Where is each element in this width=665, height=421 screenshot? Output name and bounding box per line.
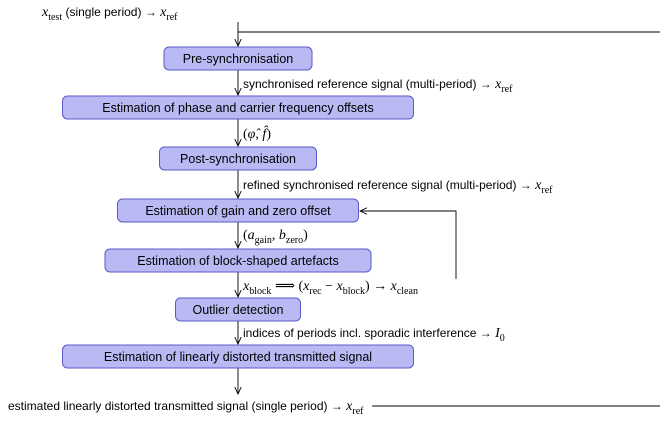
edge-label-part: ( xyxy=(243,228,248,243)
edge-label: xblock ⟹ (xrec − xblock) → xclean xyxy=(242,279,418,297)
edge-label-part: synchronised reference signal (multi-per… xyxy=(243,77,495,91)
edge-label-part: x xyxy=(302,279,310,294)
process-label: Outlier detection xyxy=(192,303,283,317)
edge-label-part: rec xyxy=(309,286,322,297)
edge-label: synchronised reference signal (multi-per… xyxy=(243,77,513,95)
output-label: estimated linearly distorted transmitted… xyxy=(8,399,364,417)
edge-label-part: gain xyxy=(255,235,272,246)
edge-label-part: clean xyxy=(397,286,418,297)
process-box xyxy=(175,297,301,322)
edge-label-part: , xyxy=(255,127,262,142)
edge-label-part: ) xyxy=(303,228,308,243)
edge-label-part: x xyxy=(534,178,542,193)
process-box xyxy=(117,198,359,223)
process-label: Estimation of gain and zero offset xyxy=(145,204,331,218)
input-label: xtest (single period) → xref xyxy=(41,5,178,23)
edge-label-part: refined synchronised reference signal (m… xyxy=(243,178,535,192)
edge-label-part: ( xyxy=(243,127,248,142)
process-box xyxy=(159,146,317,171)
input-label-part: (single period) → xyxy=(62,5,160,19)
input-label-part: ref xyxy=(166,12,178,23)
process-label: Estimation of linearly distorted transmi… xyxy=(104,350,372,364)
edge-label-part: ⟹ ( xyxy=(271,279,303,294)
edge-label-part: I xyxy=(494,326,501,341)
edge-label-part: ) xyxy=(266,127,271,142)
process-label: Estimation of block-shaped artefacts xyxy=(137,254,339,268)
process-box xyxy=(62,95,414,120)
edge-label-part: ref xyxy=(541,185,553,196)
input-label-part: test xyxy=(48,12,62,23)
feedback-arrow xyxy=(360,211,457,279)
process-box xyxy=(62,344,414,369)
output-label-part: ref xyxy=(352,406,364,417)
edge-label-part: x xyxy=(390,279,398,294)
edge-label-part: ref xyxy=(501,84,513,95)
edge-label-part: indices of periods incl. sporadic interf… xyxy=(243,326,495,340)
edge-label-part: x xyxy=(336,279,344,294)
edge-label: (φ̂, f̂) xyxy=(243,125,271,142)
output-label-part: estimated linearly distorted transmitted… xyxy=(8,399,346,413)
edge-label-part: block xyxy=(249,286,271,297)
edge-label-part: 0 xyxy=(500,333,505,344)
process-box xyxy=(104,248,372,273)
input-label-part: x xyxy=(41,5,49,20)
edge-label-part: block xyxy=(343,286,365,297)
process-box xyxy=(163,46,313,71)
edge-label-part: b xyxy=(279,228,286,243)
edge-label-part: x xyxy=(242,279,250,294)
process-label: Pre-synchronisation xyxy=(183,52,294,66)
process-label: Estimation of phase and carrier frequenc… xyxy=(102,101,373,115)
edge-label-part: x xyxy=(494,77,502,92)
edge-label-part: ) → xyxy=(365,279,391,294)
edge-label: indices of periods incl. sporadic interf… xyxy=(243,326,505,344)
output-label-part: x xyxy=(345,399,353,414)
edge-label-part: − xyxy=(322,279,337,294)
edge-label-part: , xyxy=(272,228,279,243)
input-label-part: x xyxy=(159,5,167,20)
edge-label: (again, bzero) xyxy=(243,228,308,246)
edge-label-part: zero xyxy=(286,235,303,246)
edge-label: refined synchronised reference signal (m… xyxy=(243,178,553,196)
process-label: Post-synchronisation xyxy=(180,152,296,166)
edge-label-part: a xyxy=(248,228,255,243)
edge-label-part: f̂ xyxy=(262,125,269,142)
